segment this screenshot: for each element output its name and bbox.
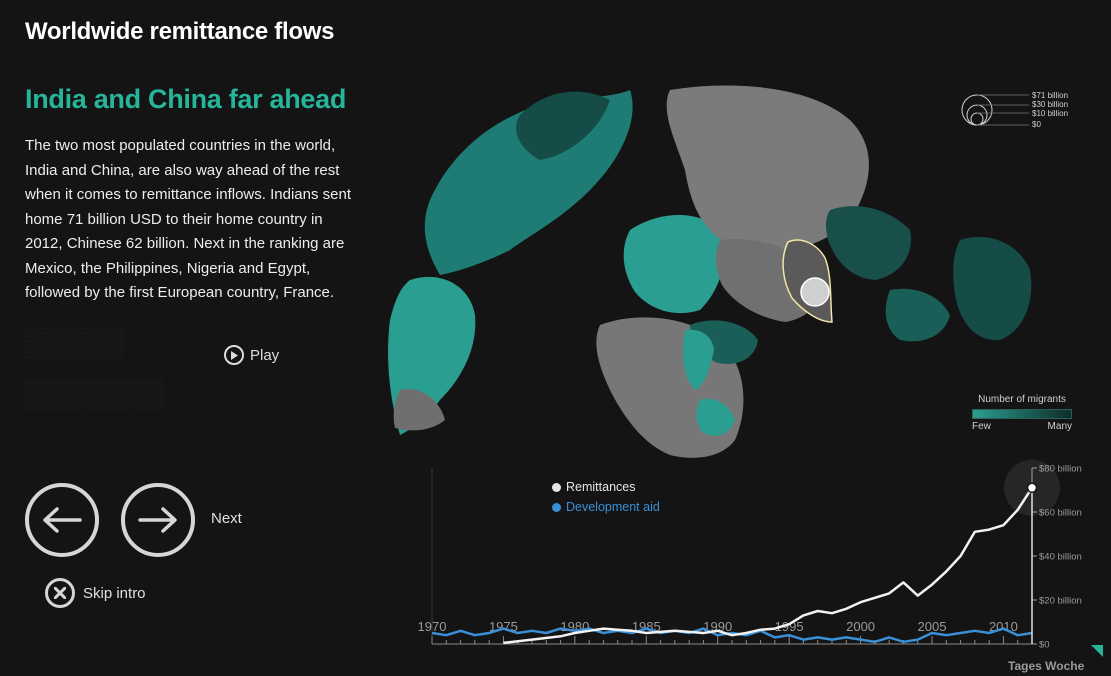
- scale-label: $30 billion: [1032, 100, 1068, 109]
- series-line-remittances[interactable]: [503, 487, 1034, 645]
- playhead-handle[interactable]: [1026, 482, 1038, 494]
- series-line-development-aid[interactable]: [431, 627, 1033, 644]
- skip-intro-button[interactable]: Skip intro: [45, 578, 146, 608]
- x-tick-label: 1970: [418, 619, 447, 634]
- series-legend: Remittances Development aid: [552, 477, 660, 517]
- corner-marker: [1091, 645, 1103, 657]
- development-aid-dot-icon: [552, 502, 561, 512]
- x-tick-label: 2005: [918, 619, 947, 634]
- world-map[interactable]: [370, 60, 1070, 460]
- brand-logo: Tages Woche: [1008, 659, 1085, 673]
- section-title: India and China far ahead: [25, 84, 347, 114]
- map-region-egypt[interactable]: [683, 329, 714, 390]
- y-tick-label: $0: [1039, 640, 1050, 651]
- x-tick-label: 2000: [846, 619, 875, 634]
- scale-circle-30: [966, 104, 988, 126]
- app-title: Worldwide remittance flows: [25, 18, 335, 45]
- map-region-east-africa[interactable]: [696, 398, 735, 436]
- scale-label: $0: [1032, 120, 1041, 129]
- y-tick-label: $40 billion: [1039, 552, 1082, 563]
- next-label[interactable]: Next: [211, 510, 242, 527]
- map-region-europe[interactable]: [623, 215, 724, 314]
- play-label: Play: [250, 346, 280, 364]
- map-region-east-asia[interactable]: [825, 206, 911, 280]
- india-remittance-bubble[interactable]: [800, 277, 830, 307]
- play-button[interactable]: Play: [224, 345, 279, 365]
- legend-item-development-aid[interactable]: Development aid: [552, 497, 660, 517]
- map-region-oceania[interactable]: [953, 236, 1032, 341]
- remittance-timeline-chart[interactable]: 1970 1975 1980 1985 1990 1995 2000 2005 2010$0$2…: [405, 455, 1105, 655]
- legend-label: Development aid: [566, 500, 660, 514]
- migrants-legend-title: Number of migrants: [978, 394, 1066, 405]
- migrants-low-label: Few: [972, 421, 991, 432]
- faded-background-text: ▒▒▒▒▒▒▒: [25, 378, 164, 409]
- scale-circle-10: [970, 112, 984, 126]
- close-icon: [45, 578, 75, 608]
- legend-label: Remittances: [566, 480, 636, 494]
- y-tick-label: $20 billion: [1039, 596, 1082, 607]
- y-tick-label: $80 billion: [1039, 464, 1082, 475]
- faded-background-text: ▒▒▒▒▒: [25, 326, 125, 357]
- x-tick-label: 1995: [775, 619, 804, 634]
- map-region-southeast-asia[interactable]: [885, 288, 950, 342]
- y-tick-label: $60 billion: [1039, 508, 1082, 519]
- arrow-right-icon: [138, 507, 177, 533]
- map-region-greenland[interactable]: [516, 91, 610, 160]
- play-icon: [224, 345, 244, 365]
- remittances-dot-icon: [552, 482, 561, 492]
- next-button[interactable]: [121, 483, 195, 557]
- scale-label: $71 billion: [1032, 91, 1068, 100]
- migrants-high-label: Many: [1047, 421, 1072, 432]
- migrants-gradient: [972, 409, 1072, 419]
- x-tick-label: 1990: [703, 619, 732, 634]
- arrow-left-icon: [43, 507, 82, 533]
- intro-text: The two most populated countries in the …: [25, 137, 351, 301]
- map-region-russia[interactable]: [666, 85, 869, 252]
- previous-button[interactable]: [25, 483, 99, 557]
- scale-circle-71: [961, 94, 993, 126]
- map-region-southern-cone[interactable]: [393, 389, 445, 431]
- legend-item-remittances[interactable]: Remittances: [552, 477, 660, 497]
- migrants-legend: Number of migrants Few Many: [972, 394, 1072, 432]
- scale-label: $10 billion: [1032, 109, 1068, 118]
- skip-intro-label: Skip intro: [83, 584, 146, 602]
